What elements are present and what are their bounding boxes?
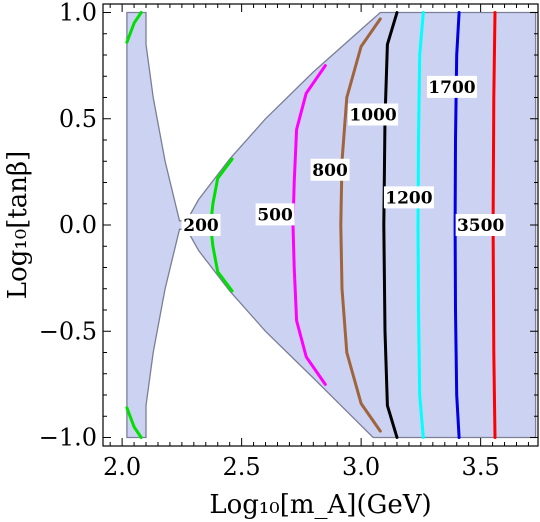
contour-label-200: 200 — [181, 214, 221, 236]
contour-label-box — [348, 103, 399, 126]
contour-line-200-2 — [125, 406, 143, 439]
contour-label-text: 200 — [183, 216, 219, 236]
y-axis-title: Log₁₀[tanβ] — [3, 151, 33, 299]
contour-line-1200-1 — [416, 11, 425, 439]
tick-layer: 2.0 2.5 3.0 3.5 −1.0 −0.5 0.0 0.5 1.0 — [39, 0, 538, 481]
contour-label-box — [181, 214, 221, 236]
contour-label-text: 1200 — [385, 188, 432, 208]
contour-line-200-1 — [125, 11, 143, 44]
contour-label-text: 500 — [257, 205, 293, 225]
contour-line-800-1 — [339, 17, 382, 433]
contour-label-1000: 1000 — [348, 103, 399, 126]
contour-label-text: 1000 — [349, 106, 396, 126]
contour-label-text: 1700 — [428, 78, 475, 98]
contour-label-box — [455, 214, 506, 236]
x-tick-label: 2.5 — [223, 453, 261, 481]
contour-label-800: 800 — [310, 158, 350, 181]
x-tick-label: 3.0 — [342, 453, 380, 481]
y-tick-label: −1.0 — [39, 424, 97, 452]
x-tick-label: 3.5 — [462, 453, 500, 481]
y-tick-label: 1.0 — [59, 0, 97, 27]
contour-label-1200: 1200 — [383, 186, 434, 209]
contour-label-box — [255, 203, 295, 226]
x-axis-title: Log₁₀[m_A](GeV) — [209, 490, 431, 520]
x-tick-label: 2.0 — [103, 453, 141, 481]
contour-label-box — [310, 158, 350, 181]
y-tick-label: 0.5 — [59, 105, 97, 133]
contour-label-500: 500 — [255, 203, 295, 226]
contour-line-1000-1 — [382, 11, 399, 439]
contour-label-box — [426, 75, 477, 98]
contour-label-3500: 3500 — [455, 214, 506, 236]
y-tick-label: −0.5 — [39, 317, 97, 345]
contour-label-box — [383, 186, 434, 209]
contour-label-1700: 1700 — [426, 75, 477, 98]
contour-label-text: 3500 — [457, 216, 504, 236]
contour-labels-layer: 200 500 800 1000 1200 1700 3500 — [181, 75, 506, 236]
y-tick-label: 0.0 — [59, 211, 97, 239]
contour-line-1700-1 — [453, 11, 461, 439]
contour-label-text: 800 — [312, 161, 348, 181]
